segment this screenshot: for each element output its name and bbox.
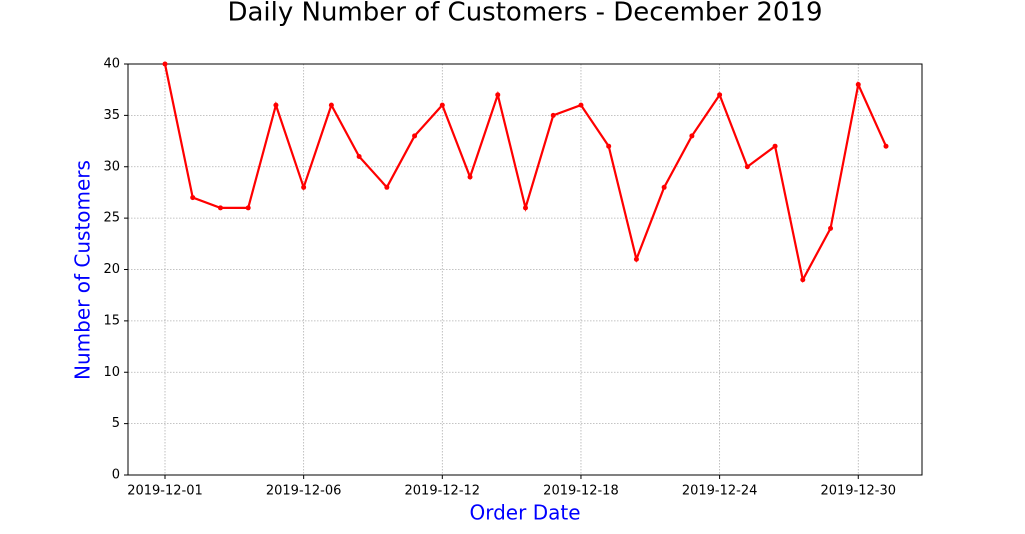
point bbox=[744, 164, 750, 170]
point bbox=[301, 184, 307, 190]
point bbox=[689, 133, 695, 139]
point bbox=[550, 112, 556, 118]
point bbox=[717, 92, 723, 98]
y-tick-label: 25 bbox=[103, 211, 120, 226]
x-tick-label: 2019-12-12 bbox=[405, 484, 481, 499]
point bbox=[356, 153, 362, 159]
point bbox=[245, 205, 251, 211]
y-tick-label: 15 bbox=[103, 313, 120, 328]
point bbox=[162, 61, 168, 67]
point bbox=[190, 195, 196, 201]
point bbox=[772, 143, 778, 149]
y-tick-label: 20 bbox=[103, 262, 120, 277]
point bbox=[883, 143, 889, 149]
x-tick-label: 2019-12-30 bbox=[820, 484, 896, 499]
y-axis-label: Number of Customers bbox=[71, 160, 95, 380]
point bbox=[217, 205, 223, 211]
point bbox=[523, 205, 528, 211]
point bbox=[328, 102, 334, 108]
y-tick-label: 5 bbox=[112, 416, 120, 431]
point bbox=[495, 92, 501, 98]
x-tick-label: 2019-12-18 bbox=[543, 484, 619, 499]
point bbox=[439, 102, 445, 108]
point bbox=[578, 102, 584, 108]
plot-frame bbox=[127, 63, 923, 476]
x-tick-label: 2019-12-24 bbox=[682, 484, 758, 499]
y-tick-label: 35 bbox=[103, 108, 120, 123]
y-tick-label: 30 bbox=[103, 159, 120, 174]
point bbox=[384, 184, 390, 190]
line bbox=[163, 63, 888, 283]
point bbox=[800, 277, 806, 283]
y-tick-label: 40 bbox=[103, 57, 120, 72]
chart-title: Daily Number of Customers - December 201… bbox=[227, 0, 822, 28]
point bbox=[633, 256, 639, 262]
x-axis-label: Order Date bbox=[470, 501, 581, 525]
point bbox=[661, 184, 667, 190]
point bbox=[412, 133, 418, 139]
point bbox=[467, 174, 473, 180]
point bbox=[606, 143, 612, 149]
point bbox=[273, 102, 279, 108]
point bbox=[855, 82, 861, 88]
x-tick-label: 2019-12-06 bbox=[266, 484, 342, 499]
y-tick-label: 10 bbox=[103, 365, 120, 380]
y-tick-label: 0 bbox=[112, 468, 120, 483]
point bbox=[828, 225, 834, 231]
x-tick-label: 2019-12-01 bbox=[127, 484, 203, 499]
